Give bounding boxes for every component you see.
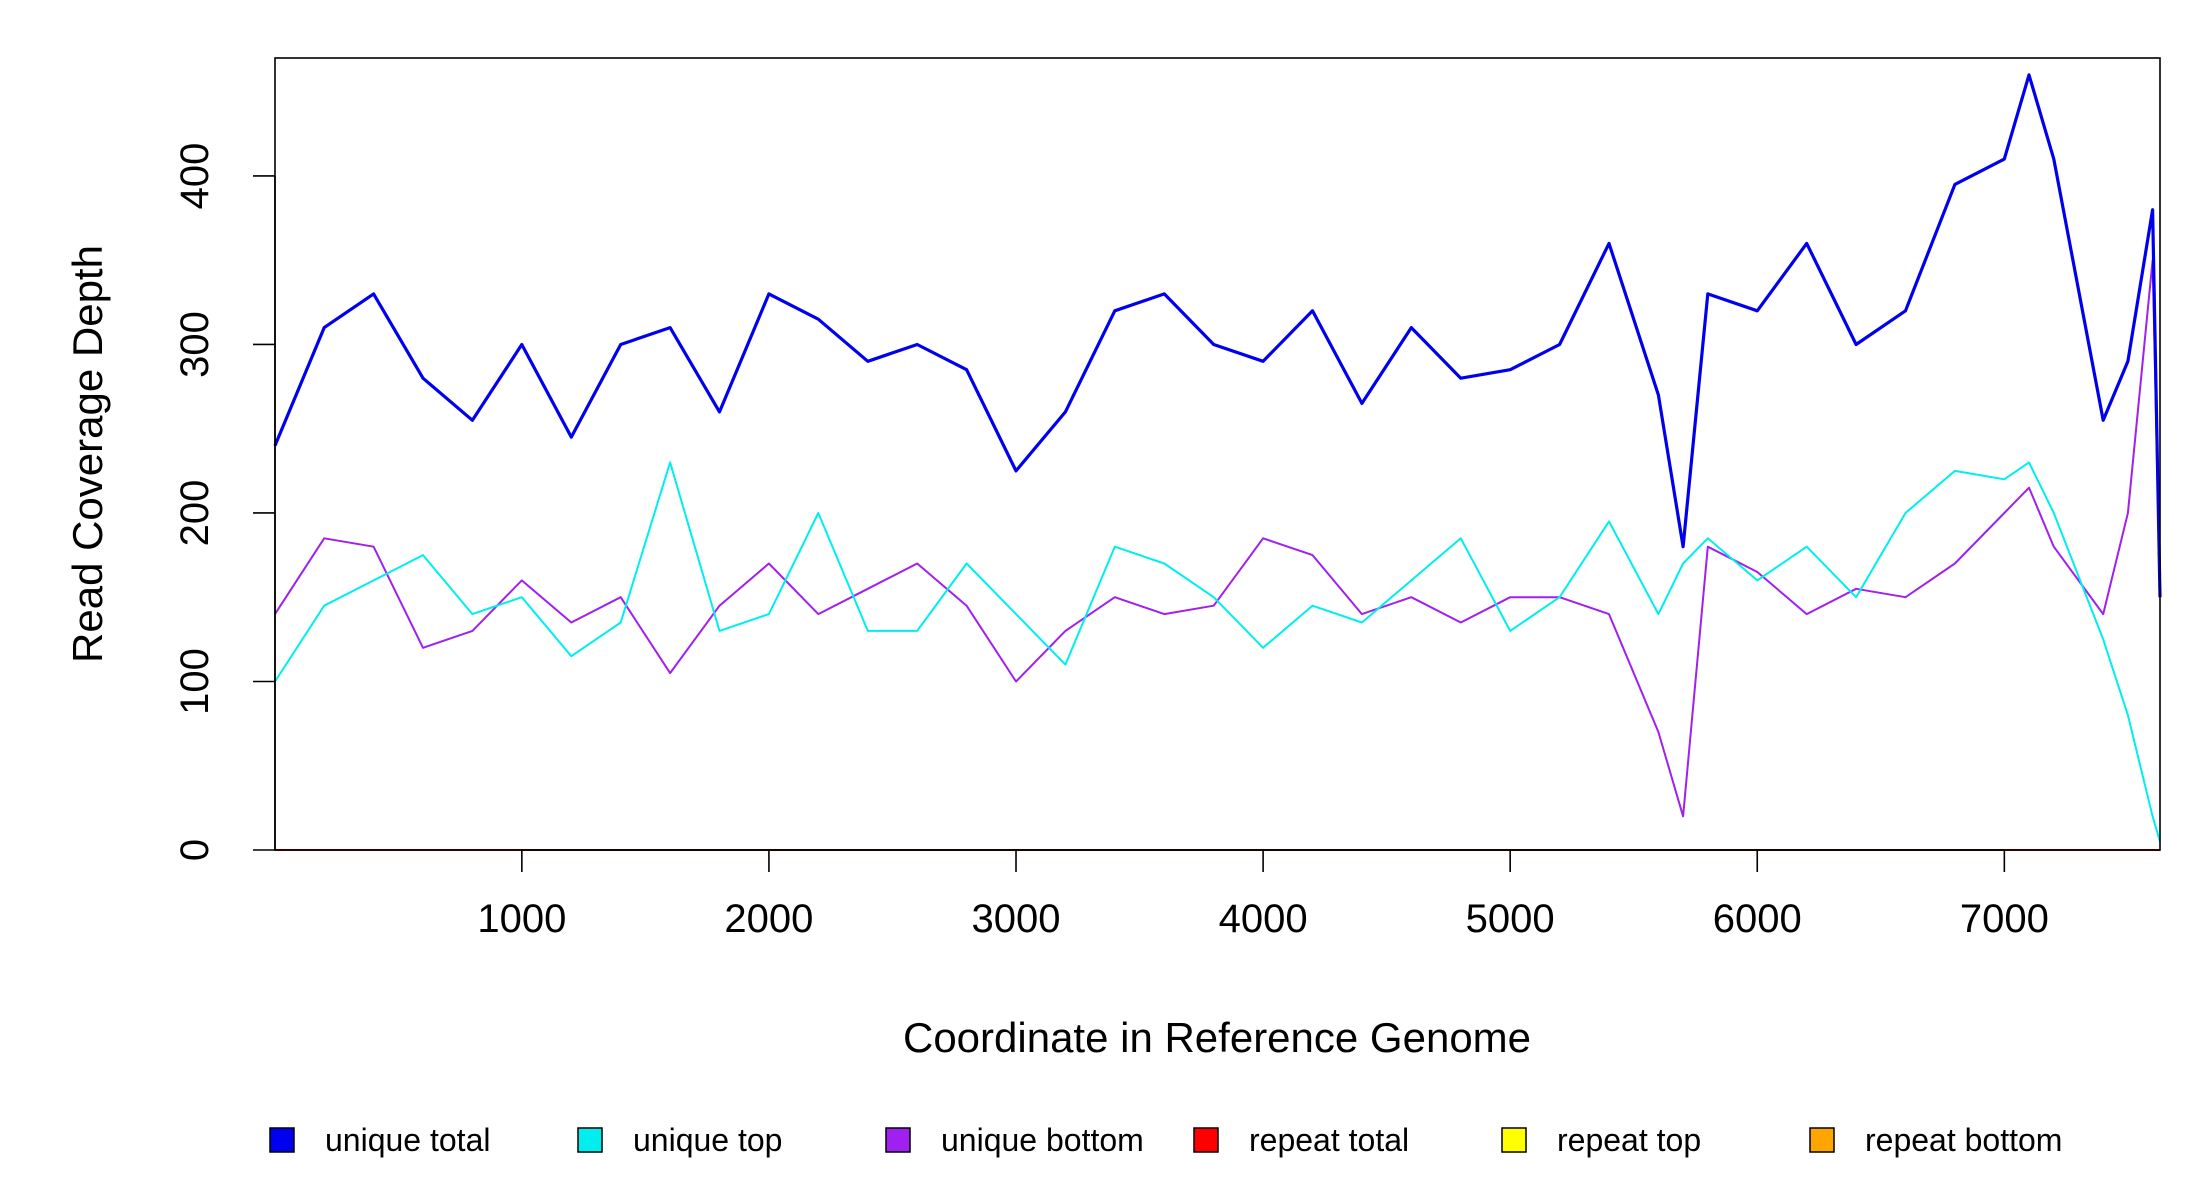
legend-swatch: [269, 1127, 295, 1153]
series-line-unique-bottom: [274, 259, 2161, 818]
legend-label: unique top: [633, 1122, 782, 1158]
legend: unique total unique top unique bottom repea…: [269, 1122, 2062, 1158]
legend-label: unique bottom: [941, 1122, 1144, 1158]
x-tick-label: 4000: [1219, 897, 1308, 941]
x-tick-label: 6000: [1713, 897, 1802, 941]
x-axis: 1000 2000 3000 4000 5000 6000 7000: [477, 849, 2049, 941]
legend-swatch: [885, 1127, 911, 1153]
x-tick-label: 5000: [1466, 897, 1555, 941]
plot-frame: [274, 57, 2161, 851]
y-axis-label: Read Coverage Depth: [64, 245, 111, 663]
y-tick-label: 100: [173, 648, 217, 715]
series-line-unique-total: [273, 73, 2162, 598]
x-axis-label: Coordinate in Reference Genome: [903, 1014, 1531, 1061]
y-tick-label: 300: [173, 311, 217, 378]
legend-label: repeat top: [1557, 1122, 1701, 1158]
legend-swatch: [1501, 1127, 1527, 1153]
y-tick-label: 400: [173, 143, 217, 210]
legend-label: repeat total: [1249, 1122, 1409, 1158]
series-line-unique-top: [274, 461, 2161, 842]
x-tick-label: 2000: [724, 897, 813, 941]
x-tick-label: 1000: [477, 897, 566, 941]
legend-swatch: [1193, 1127, 1219, 1153]
legend-swatch: [1809, 1127, 1835, 1153]
legend-swatch: [577, 1127, 603, 1153]
x-tick-label: 7000: [1960, 897, 2049, 941]
y-tick-label: 0: [173, 839, 217, 861]
y-axis: 0 100 200 300 400: [173, 143, 276, 861]
series-layer: [273, 73, 2162, 851]
legend-label: repeat bottom: [1865, 1122, 2062, 1158]
y-tick-label: 200: [173, 480, 217, 547]
x-tick-label: 3000: [972, 897, 1061, 941]
legend-label: unique total: [325, 1122, 490, 1158]
